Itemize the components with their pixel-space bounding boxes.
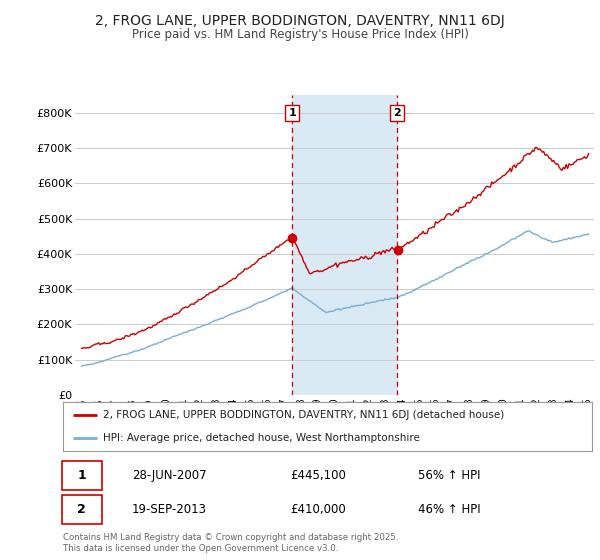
Text: 2: 2 — [77, 503, 86, 516]
Text: 28-JUN-2007: 28-JUN-2007 — [132, 469, 206, 482]
Text: 1: 1 — [77, 469, 86, 482]
Text: 2, FROG LANE, UPPER BODDINGTON, DAVENTRY, NN11 6DJ (detached house): 2, FROG LANE, UPPER BODDINGTON, DAVENTRY… — [103, 410, 504, 421]
Text: Contains HM Land Registry data © Crown copyright and database right 2025.
This d: Contains HM Land Registry data © Crown c… — [63, 533, 398, 553]
Text: Price paid vs. HM Land Registry's House Price Index (HPI): Price paid vs. HM Land Registry's House … — [131, 28, 469, 41]
Bar — [292, 95, 397, 395]
Text: £410,000: £410,000 — [290, 503, 346, 516]
Text: HPI: Average price, detached house, West Northamptonshire: HPI: Average price, detached house, West… — [103, 433, 419, 444]
Text: 56% ↑ HPI: 56% ↑ HPI — [418, 469, 480, 482]
Text: 2, FROG LANE, UPPER BODDINGTON, DAVENTRY, NN11 6DJ: 2, FROG LANE, UPPER BODDINGTON, DAVENTRY… — [95, 14, 505, 28]
Text: 1: 1 — [289, 108, 296, 118]
Text: £445,100: £445,100 — [290, 469, 346, 482]
FancyBboxPatch shape — [62, 461, 101, 490]
FancyBboxPatch shape — [62, 495, 101, 524]
Text: 19-SEP-2013: 19-SEP-2013 — [132, 503, 207, 516]
Text: 46% ↑ HPI: 46% ↑ HPI — [418, 503, 480, 516]
Text: 2: 2 — [394, 108, 401, 118]
